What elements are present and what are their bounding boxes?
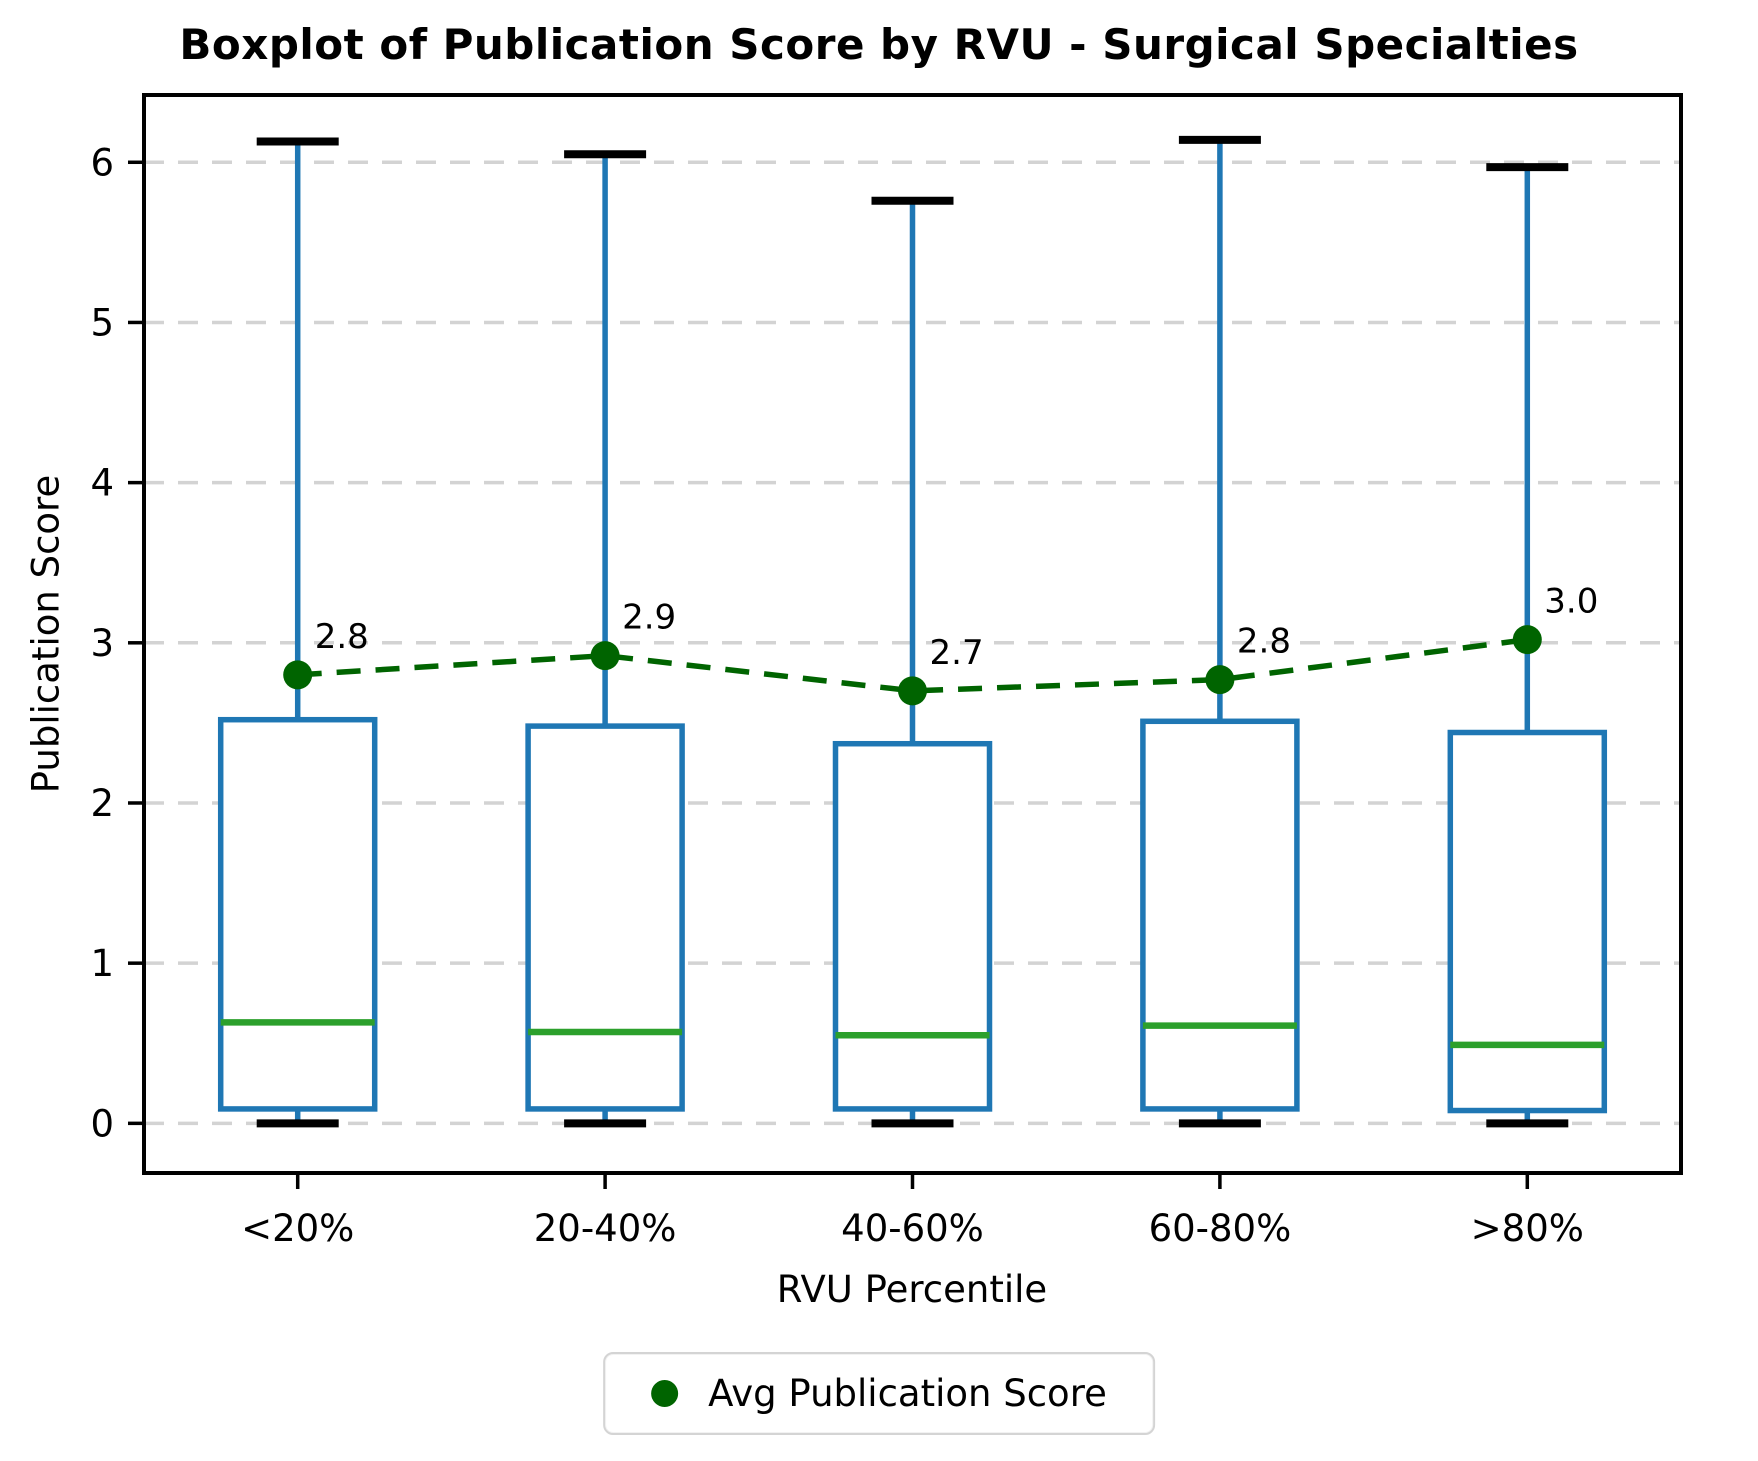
mean-value-label: 2.9: [622, 598, 676, 638]
legend-label: Avg Publication Score: [708, 1372, 1107, 1415]
mean-dot: [898, 676, 927, 706]
x-tick-label: 20-40%: [534, 1207, 677, 1250]
y-tick-label: 1: [90, 942, 114, 985]
iqr-box: [525, 723, 685, 1112]
iqr-box: [217, 716, 378, 1112]
mean-value-label: 3.0: [1544, 582, 1598, 622]
x-tick-label: <20%: [241, 1207, 354, 1250]
avg-publication-score-dot-icon: [651, 1380, 679, 1407]
y-tick-label: 6: [90, 141, 114, 184]
x-axis-label: RVU Percentile: [776, 1268, 1048, 1311]
mean-trend-line: [297, 636, 1528, 694]
iqr-box: [1140, 718, 1300, 1112]
y-tick-label: 3: [90, 622, 114, 665]
x-tick-label: 40-60%: [841, 1207, 984, 1250]
x-tick-label: >80%: [1471, 1207, 1584, 1250]
mean-value-label: 2.8: [315, 617, 369, 657]
mean-dot: [590, 641, 620, 671]
y-tick-label: 2: [90, 782, 114, 825]
mean-dot: [1205, 665, 1235, 695]
x-tick-label: 60-80%: [1149, 1207, 1292, 1250]
iqr-box: [1447, 729, 1608, 1114]
y-tick-label: 0: [90, 1102, 114, 1145]
mean-value-label: 2.8: [1237, 622, 1291, 662]
mean-dot: [283, 660, 313, 690]
iqr-box: [832, 740, 993, 1112]
y-tick-label: 4: [90, 462, 114, 505]
legend: Avg Publication Score: [603, 1352, 1155, 1435]
mean-value-label: 2.7: [930, 633, 984, 673]
mean-dot: [1512, 625, 1542, 655]
y-tick-label: 5: [90, 301, 114, 344]
chart-title: Boxplot of Publication Score by RVU - Su…: [179, 20, 1579, 69]
